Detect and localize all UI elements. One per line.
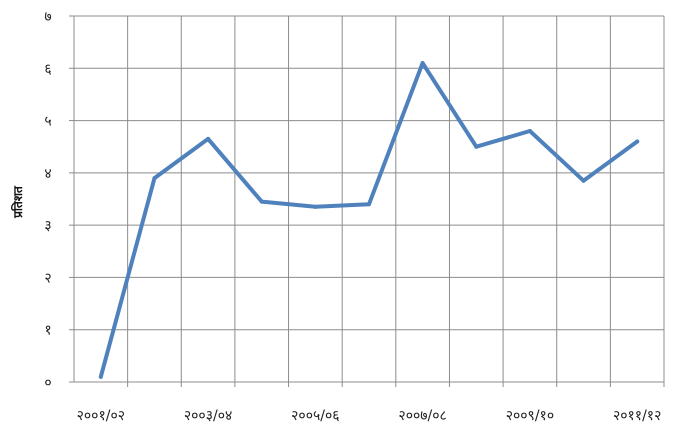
y-tick-labels: ० १ २ ३ ४ ५ ६ ७ <box>44 9 51 391</box>
y-tick-label: ५ <box>44 114 51 130</box>
x-tick-label: २००१/०२ <box>77 408 125 424</box>
y-tick-label: ० <box>44 375 51 391</box>
y-axis-label: प्रतिशत <box>11 185 25 219</box>
gridlines <box>74 15 665 382</box>
y-tick-label: ३ <box>44 218 51 234</box>
data-point <box>259 199 264 204</box>
y-tick-label: २ <box>44 270 51 286</box>
data-point <box>420 61 425 66</box>
x-tick-label: २००७/०८ <box>398 408 446 424</box>
data-point <box>367 202 371 207</box>
data-point <box>206 136 211 141</box>
x-tick-label: २००३/०४ <box>184 408 232 424</box>
y-tick-label: ७ <box>44 9 51 25</box>
y-tick-label: ६ <box>44 61 51 77</box>
data-point <box>98 374 103 379</box>
x-tick-label: २००५/०६ <box>291 408 339 424</box>
x-tick-label: २०११/१२ <box>613 408 661 424</box>
data-point <box>635 139 640 144</box>
axes <box>69 15 665 387</box>
data-point <box>152 176 157 181</box>
series-layer <box>98 61 640 379</box>
data-point <box>313 204 318 209</box>
x-tick-label: २००९/१० <box>506 408 554 424</box>
y-tick-label: ४ <box>44 166 51 182</box>
x-tick-labels: २००१/०२ २००३/०४ २००५/०६ २००७/०८ २००९/१० २०११/… <box>77 408 662 424</box>
data-point <box>581 178 586 183</box>
data-point <box>474 144 479 149</box>
y-tick-label: १ <box>44 323 51 339</box>
data-point <box>527 129 532 134</box>
